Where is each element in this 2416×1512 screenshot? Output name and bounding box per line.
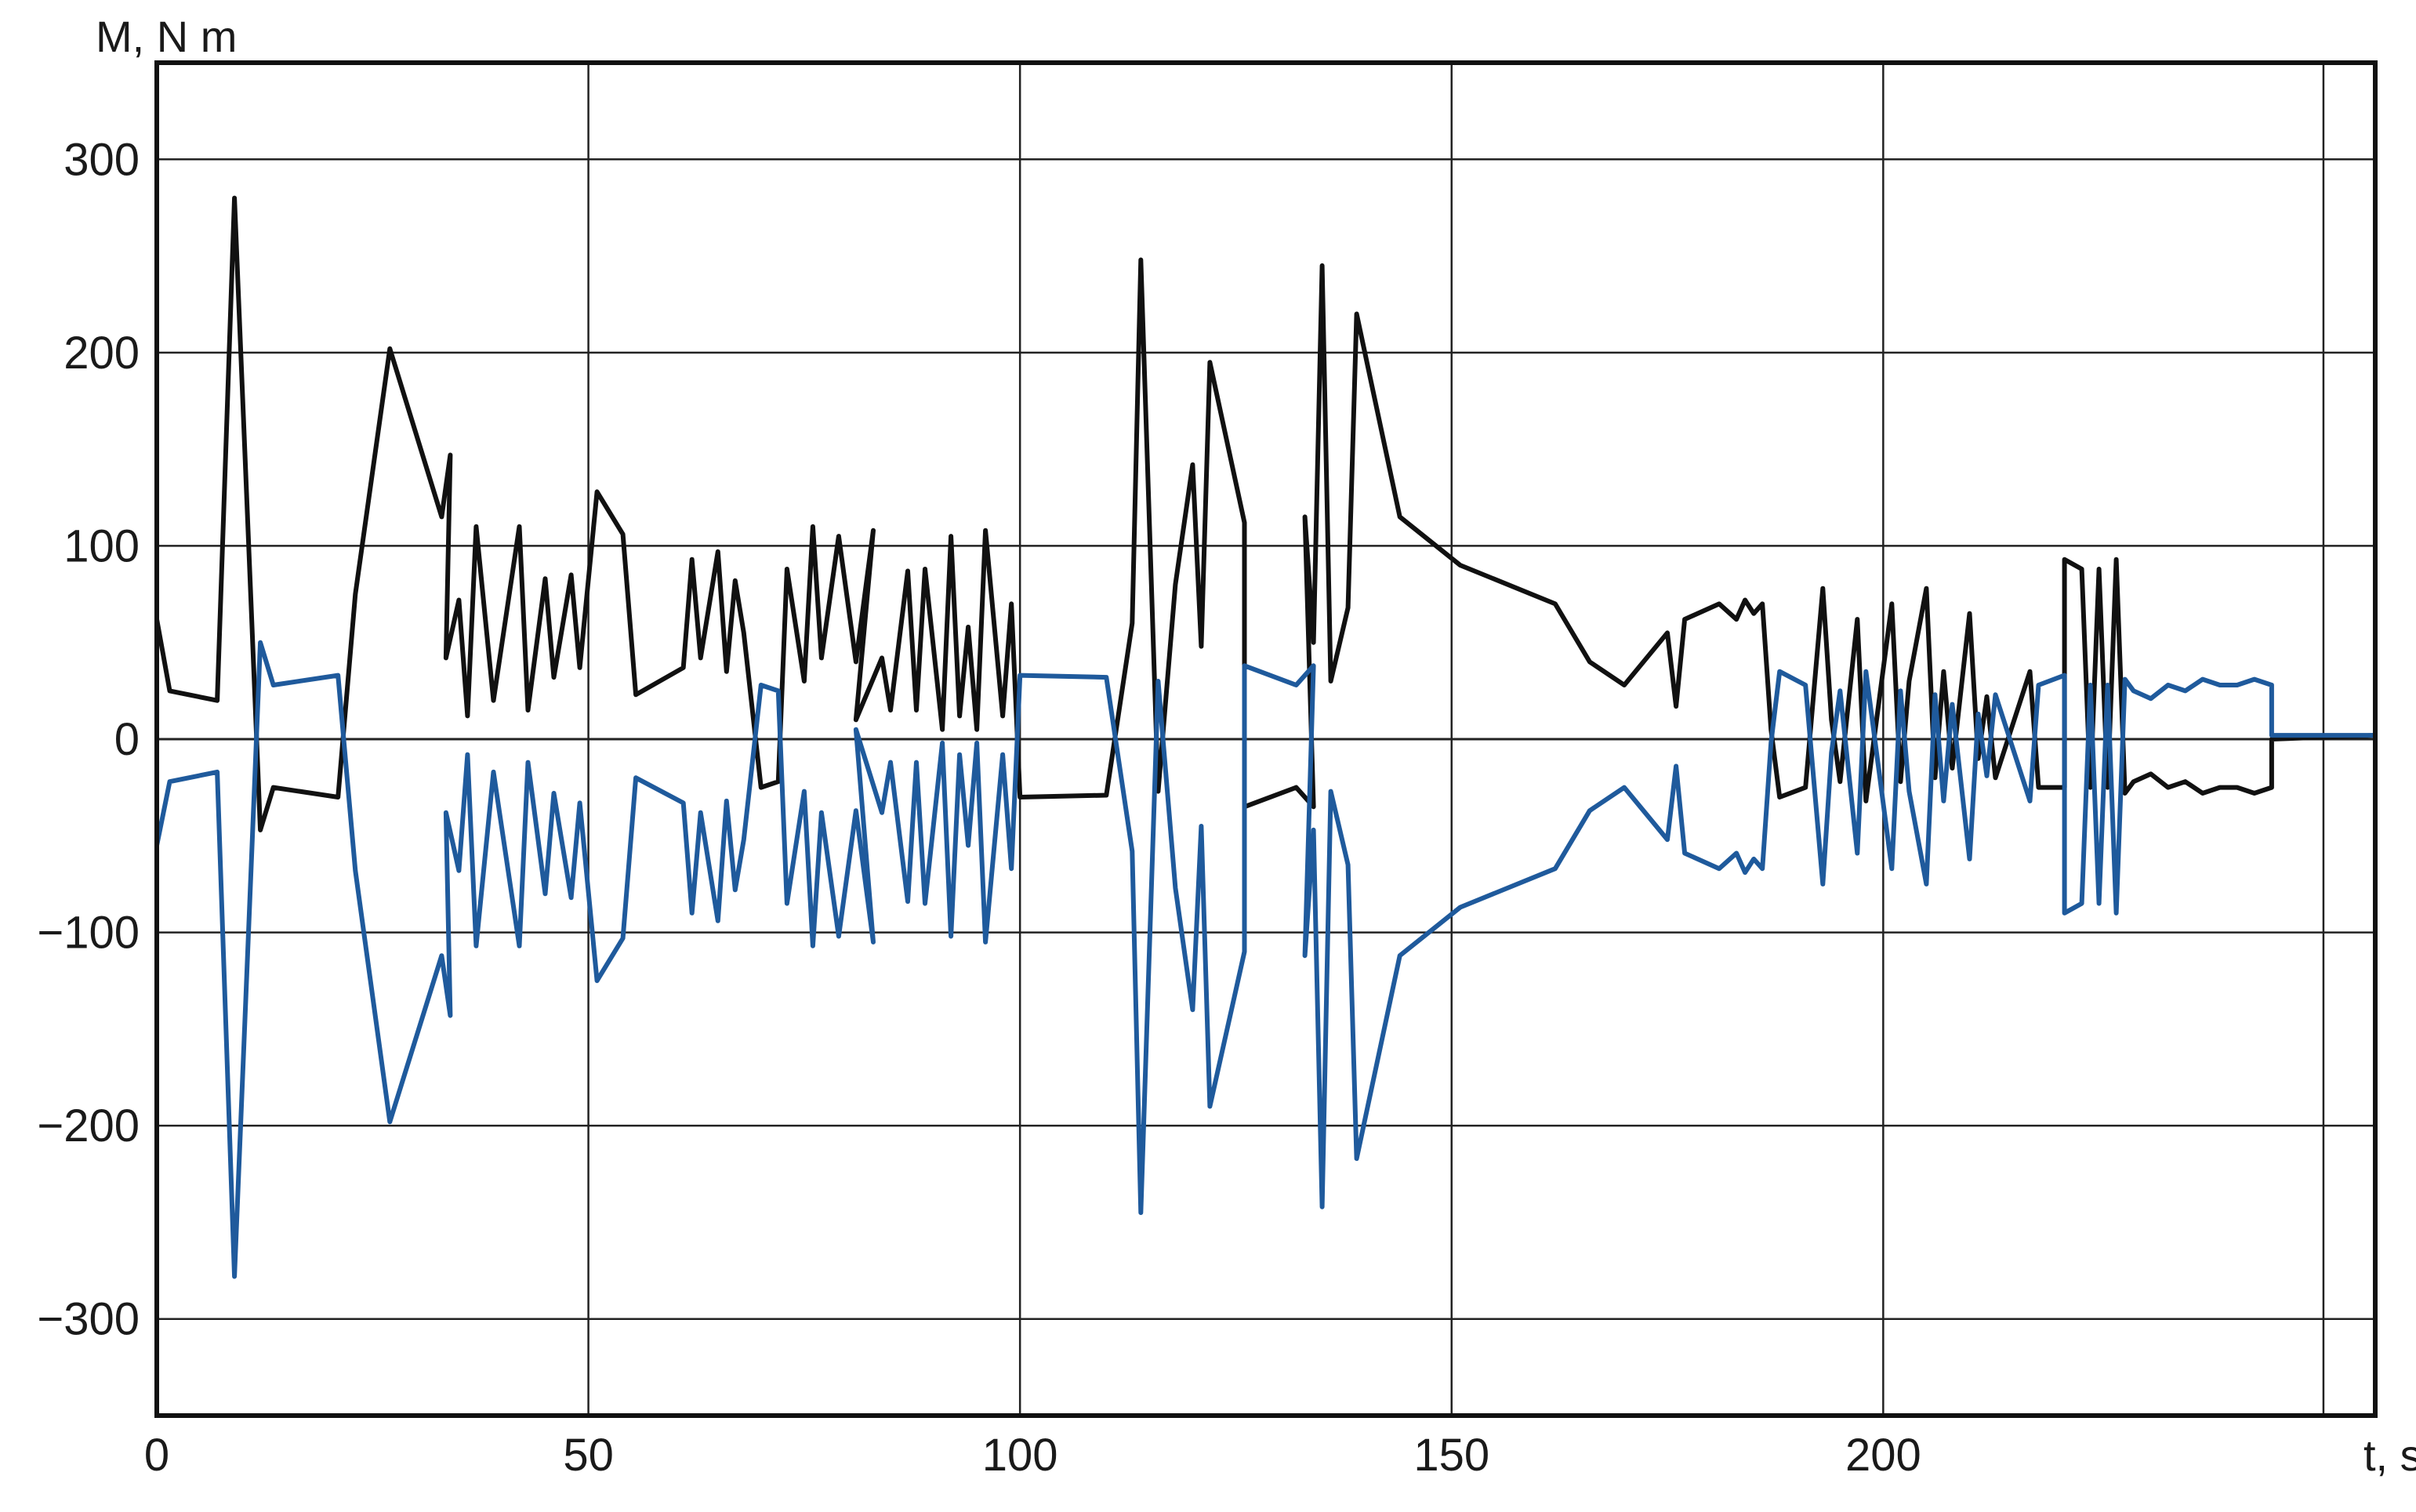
series-layer bbox=[154, 195, 2378, 1279]
x-tick-label: 0 bbox=[144, 1430, 169, 1481]
y-tick-label: 300 bbox=[63, 134, 140, 185]
x-tick-label: 50 bbox=[563, 1430, 614, 1481]
y-tick-label: 100 bbox=[63, 520, 140, 571]
y-tick-label: 0 bbox=[114, 714, 140, 765]
x-tick-label: 100 bbox=[982, 1430, 1058, 1481]
series-line-1 bbox=[154, 195, 2378, 832]
series-line-2 bbox=[154, 640, 2378, 1279]
plot-frame bbox=[154, 60, 2378, 1418]
y-tick-label: −300 bbox=[37, 1294, 140, 1345]
tick-layer: 300 200 100 0 −100 −200 −300 0 50 100 150 200 bbox=[37, 134, 1921, 1481]
x-tick-label: 150 bbox=[1413, 1430, 1489, 1481]
grid-layer bbox=[157, 63, 2375, 1416]
y-tick-label: −100 bbox=[37, 908, 140, 959]
x-tick-label: 200 bbox=[1845, 1430, 1921, 1481]
y-tick-label: −200 bbox=[37, 1100, 140, 1151]
x-axis-label: t, s bbox=[2363, 1430, 2416, 1480]
y-axis-label: M, N m bbox=[96, 12, 237, 61]
y-tick-label: 200 bbox=[63, 328, 140, 379]
